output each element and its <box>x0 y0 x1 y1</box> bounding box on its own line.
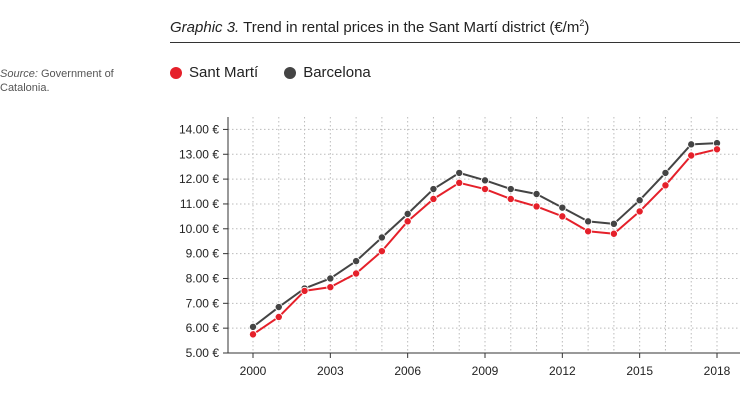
x-tick-label: 2006 <box>394 364 421 378</box>
x-tick-label: 2012 <box>549 364 576 378</box>
data-point-barcelona <box>635 196 644 205</box>
data-point-sant-marti <box>635 207 644 216</box>
data-point-sant-marti <box>429 194 438 203</box>
x-tick-label: 2000 <box>240 364 267 378</box>
legend-label-sant-marti: Sant Martí <box>189 64 259 81</box>
data-point-sant-marti <box>274 312 283 321</box>
legend: Sant Martí Barcelona <box>170 64 371 81</box>
y-tick-label: 8.00 € <box>186 271 220 285</box>
legend-marker-barcelona <box>284 66 297 79</box>
data-point-sant-marti <box>352 269 361 278</box>
data-point-sant-marti <box>506 194 515 203</box>
data-point-sant-marti <box>661 181 670 190</box>
data-point-sant-marti <box>480 185 489 194</box>
title-text: Trend in rental prices in the Sant Martí… <box>243 19 580 36</box>
x-tick-label: 2015 <box>626 364 653 378</box>
data-point-sant-marti <box>687 151 696 160</box>
y-tick-label: 5.00 € <box>186 346 220 360</box>
source-note: Source: Government of Catalonia. <box>0 67 130 95</box>
data-point-sant-marti <box>713 145 722 154</box>
data-point-barcelona <box>506 185 515 194</box>
data-point-sant-marti <box>300 286 309 295</box>
data-point-sant-marti <box>609 229 618 238</box>
source-label: Source: <box>0 68 38 80</box>
data-point-barcelona <box>248 322 257 331</box>
data-point-barcelona <box>455 168 464 177</box>
data-point-sant-marti <box>403 217 412 226</box>
figure-number: Graphic 3. <box>170 19 240 36</box>
data-point-barcelona <box>661 168 670 177</box>
data-point-barcelona <box>480 176 489 185</box>
chart-title: Graphic 3. Trend in rental prices in the… <box>170 18 740 43</box>
data-point-barcelona <box>584 217 593 226</box>
y-tick-label: 13.00 € <box>179 147 219 161</box>
data-point-barcelona <box>558 203 567 212</box>
series-line-barcelona <box>252 142 718 328</box>
x-tick-label: 2003 <box>317 364 344 378</box>
data-point-sant-marti <box>377 247 386 256</box>
title-superscript: 2 <box>579 18 585 28</box>
data-point-barcelona <box>687 140 696 149</box>
data-point-barcelona <box>274 303 283 312</box>
data-point-sant-marti <box>558 212 567 221</box>
y-tick-label: 11.00 € <box>180 197 219 211</box>
title-suffix: ) <box>584 19 590 36</box>
source-text: Government of Catalonia. <box>0 68 114 94</box>
y-tick-label: 9.00 € <box>186 247 220 261</box>
legend-item-barcelona: Barcelona <box>284 64 371 81</box>
data-point-barcelona <box>532 190 541 199</box>
data-point-barcelona <box>352 257 361 266</box>
legend-label-barcelona: Barcelona <box>303 64 371 81</box>
data-point-barcelona <box>609 219 618 228</box>
data-point-barcelona <box>326 274 335 283</box>
data-point-sant-marti <box>455 178 464 187</box>
data-point-barcelona <box>429 185 438 194</box>
x-tick-label: 2018 <box>704 364 731 378</box>
data-point-barcelona <box>377 233 386 242</box>
data-point-sant-marti <box>532 202 541 211</box>
y-tick-label: 6.00 € <box>186 321 220 335</box>
data-point-sant-marti <box>584 227 593 236</box>
y-tick-label: 10.00 € <box>179 222 219 236</box>
x-tick-label: 2009 <box>472 364 499 378</box>
data-point-sant-marti <box>326 283 335 292</box>
y-tick-label: 12.00 € <box>179 172 219 186</box>
data-point-barcelona <box>403 209 412 218</box>
legend-marker-sant-marti <box>170 66 182 79</box>
legend-item-sant-marti: Sant Martí <box>170 64 258 81</box>
y-tick-label: 7.00 € <box>186 296 220 310</box>
data-point-sant-marti <box>248 330 257 339</box>
y-tick-label: 14.00 € <box>179 122 219 136</box>
